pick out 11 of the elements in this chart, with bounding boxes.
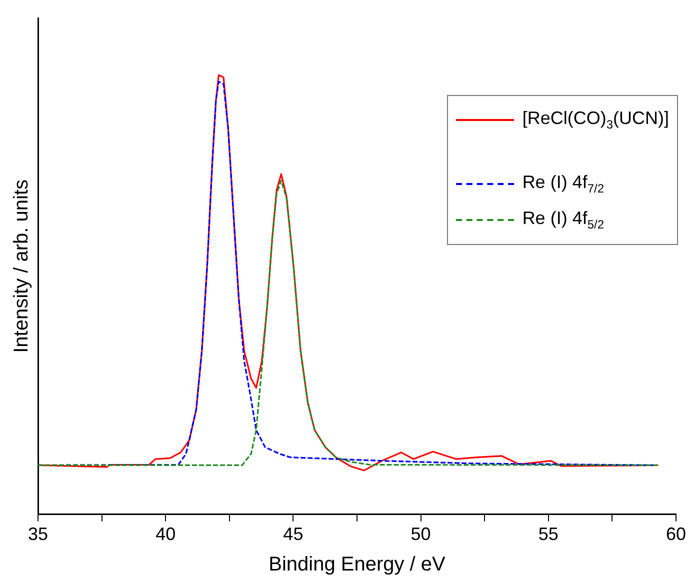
x-axis-title: Binding Energy / eV xyxy=(268,554,446,576)
x-tick-label: 50 xyxy=(410,524,431,544)
x-tick-label: 40 xyxy=(156,524,176,544)
x-tick-label: 60 xyxy=(666,524,686,544)
x-tick-label: 45 xyxy=(283,524,304,544)
legend-label: Re (I) 4f$_{5/2}$ xyxy=(522,208,604,232)
legend-label: [ReCl(CO)$_{3}$(UCN)] xyxy=(522,108,669,132)
x-tick-label: 35 xyxy=(28,524,48,544)
y-axis-title: Intensity / arb. units xyxy=(10,179,33,353)
x-tick-label: 55 xyxy=(538,524,558,544)
legend-label: Re (I) 4f$_{7/2}$ xyxy=(522,172,604,196)
